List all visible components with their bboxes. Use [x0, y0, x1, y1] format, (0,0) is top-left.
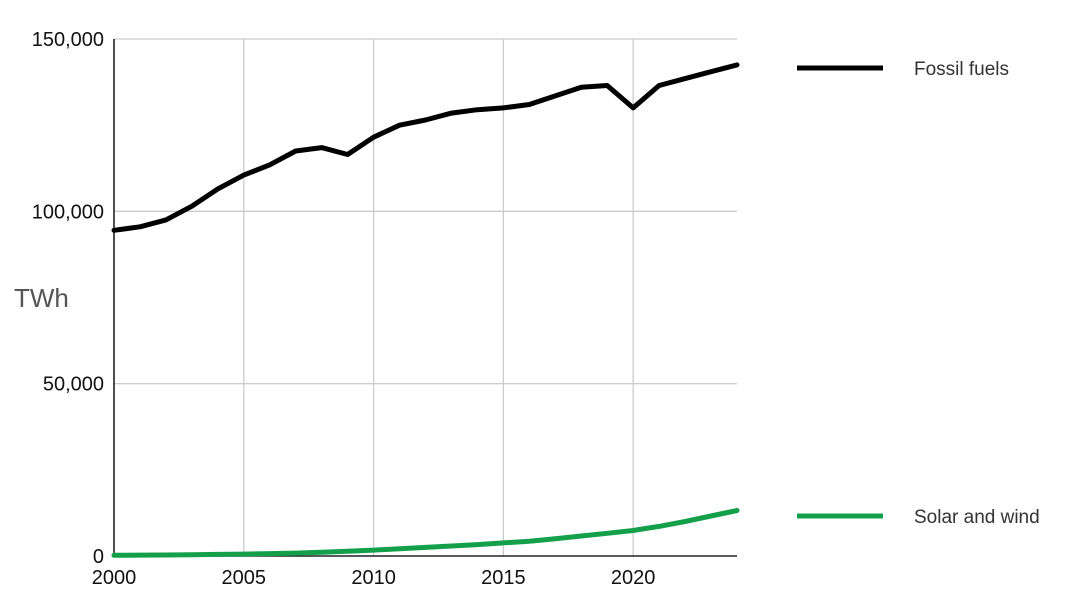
y-axis-ticks: 0 50,000 100,000 150,000: [32, 29, 104, 568]
x-tick-label: 2015: [481, 567, 526, 589]
x-tick-label: 2005: [222, 567, 267, 589]
y-tick-label: 100,000: [32, 201, 104, 223]
series-line-solar-and-wind: [111, 508, 740, 558]
series-line-fossil-fuels: [111, 62, 740, 233]
y-tick-label: 0: [93, 546, 104, 568]
series-layer: [111, 62, 740, 558]
x-tick-label: 2000: [92, 567, 137, 589]
legend: Fossil fuels Solar and wind: [797, 59, 1040, 528]
x-tick-label: 2020: [611, 567, 656, 589]
y-tick-label: 150,000: [32, 29, 104, 51]
y-axis-label: TWh: [14, 283, 69, 313]
grid-lines: [114, 38, 737, 556]
legend-label: Fossil fuels: [914, 59, 1009, 80]
axes: [113, 39, 737, 557]
legend-label: Solar and wind: [914, 507, 1040, 528]
x-tick-label: 2010: [351, 567, 396, 589]
x-axis-ticks: 2000 2005 2010 2015 2020: [92, 567, 656, 589]
y-tick-label: 50,000: [43, 374, 104, 396]
